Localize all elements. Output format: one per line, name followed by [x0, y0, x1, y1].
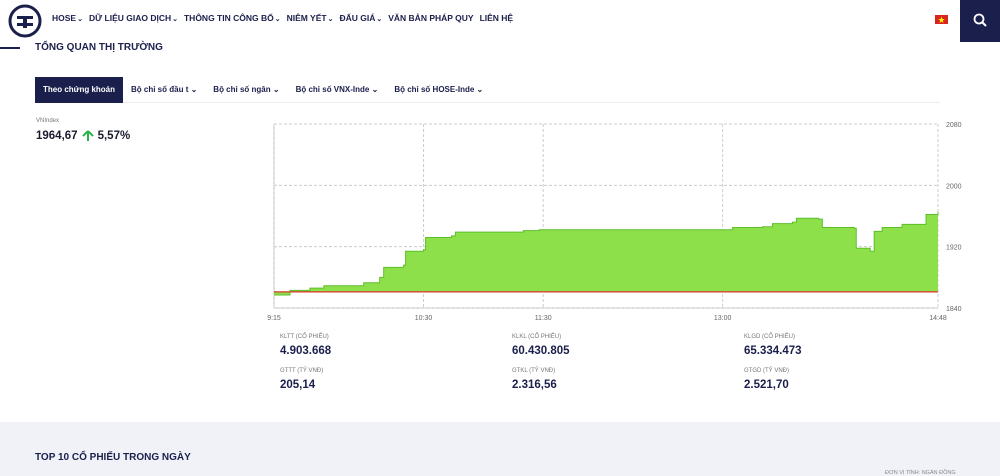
- x-tick-label: 10:30: [415, 315, 433, 322]
- x-tick-label: 9:15: [267, 315, 281, 322]
- stat-value: 2.316,56: [512, 379, 557, 391]
- y-tick-label: 2000: [946, 183, 962, 190]
- stat-label: KLKL (CỔ PHIẾU): [512, 334, 562, 340]
- nav-item[interactable]: LIÊN HỆ: [479, 13, 514, 23]
- top10-title: TOP 10 CỔ PHIẾU TRONG NGÀY: [35, 452, 191, 463]
- up-arrow: [81, 130, 94, 141]
- index-quote: 1964,67 5,57%: [36, 130, 130, 142]
- tab[interactable]: Bộ chỉ số đầu t ⌄: [131, 84, 198, 94]
- stat-label: GTGD (TỶ VNĐ): [744, 368, 789, 374]
- tab[interactable]: Bộ chỉ số ngân ⌄: [213, 84, 280, 94]
- unit-note: ĐƠN VỊ TÍNH: NGÀN ĐỒNG: [885, 470, 956, 476]
- price-area: [274, 212, 938, 295]
- stat-value: 4.903.668: [280, 345, 332, 357]
- y-tick-label: 1920: [946, 245, 962, 252]
- tabs: Theo chứng khoán Bộ chỉ số đầu t ⌄ Bộ ch…: [35, 76, 940, 103]
- chart: 1840 1920 2000 2080 9:15 10:30 11:30 13:00 14:48: [267, 122, 962, 322]
- search-button[interactable]: [960, 0, 1000, 42]
- nav-item[interactable]: ĐẤU GIÁ⌄: [339, 13, 383, 23]
- stat-label: GTTT (TỶ VNĐ): [280, 368, 324, 374]
- index-change: 5,57%: [97, 130, 131, 142]
- nav-item[interactable]: DỮ LIỆU GIAO DỊCH⌄: [88, 13, 178, 23]
- top10-section: TOP 10 CỔ PHIẾU TRONG NGÀY ĐƠN VỊ TÍNH: …: [0, 422, 1000, 476]
- nav-item[interactable]: NIÊM YẾT⌄: [286, 13, 334, 23]
- nav-item[interactable]: VĂN BẢN PHÁP QUY: [388, 13, 474, 23]
- tab[interactable]: Bộ chỉ số HOSE-Inde ⌄: [394, 84, 484, 94]
- y-tick-label: 1840: [946, 306, 962, 313]
- flag[interactable]: [935, 15, 948, 24]
- stat-value: 205,14: [280, 379, 316, 391]
- index-value: 1964,67: [36, 130, 78, 142]
- x-tick-label: 14:48: [929, 315, 947, 322]
- stat-value: 65.334.473: [744, 345, 802, 357]
- logo[interactable]: [8, 4, 42, 38]
- stat-label: KLTT (CỔ PHIẾU): [280, 334, 329, 340]
- y-tick-label: 2080: [946, 122, 962, 129]
- stat-value: 2.521,70: [744, 379, 789, 391]
- x-tick-label: 11:30: [535, 315, 552, 322]
- section-title: TỔNG QUAN THỊ TRƯỜNG: [35, 42, 163, 53]
- stat-value: 60.430.805: [512, 345, 570, 357]
- nav-item[interactable]: THÔNG TIN CÔNG BỐ⌄: [183, 13, 281, 23]
- title-accent: [0, 47, 20, 49]
- tab[interactable]: Bộ chỉ số VNX-Inde ⌄: [295, 84, 379, 94]
- stat-label: GTKL (TỶ VNĐ): [512, 368, 556, 374]
- tab[interactable]: Theo chứng khoán: [35, 76, 124, 103]
- nav-item[interactable]: HOSE⌄: [52, 13, 83, 23]
- stat-label: KLGD (CỔ PHIẾU): [744, 334, 796, 340]
- index-name: VNIndex: [36, 118, 60, 124]
- price-line: [274, 212, 939, 296]
- x-tick-label: 13:00: [714, 315, 732, 322]
- nav: HOSE⌄ DỮ LIỆU GIAO DỊCH⌄ THÔNG TIN CÔNG …: [52, 13, 519, 23]
